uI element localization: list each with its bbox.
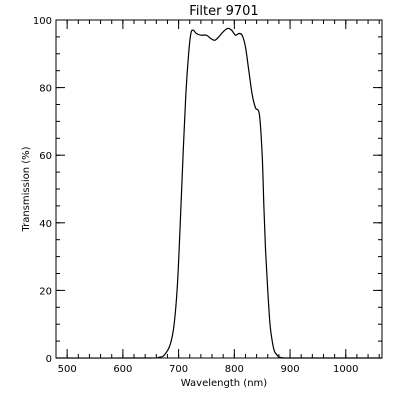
y-axis-label: Transmission (%)	[21, 146, 32, 232]
axis-tick-labels: 500 600 700 800 900 1000 0 20 40 60 80 100	[33, 16, 359, 375]
y-tick-label: 80	[39, 84, 52, 95]
transmission-curve	[55, 27, 382, 359]
x-tick-label: 800	[225, 364, 244, 375]
y-tick-label: 60	[39, 151, 52, 162]
axis-ticks	[56, 19, 382, 359]
x-tick-label: 700	[169, 364, 188, 375]
y-tick-label: 100	[33, 16, 52, 27]
x-tick-label: 1000	[333, 364, 358, 375]
y-tick-label: 40	[39, 219, 52, 230]
x-tick-label: 600	[113, 364, 132, 375]
x-tick-label: 500	[58, 364, 77, 375]
plot-frame	[55, 19, 383, 359]
x-tick-label: 900	[281, 364, 300, 375]
x-axis-label: Wavelength (nm)	[181, 378, 267, 389]
chart-title: Filter 9701	[189, 4, 258, 19]
y-tick-label: 0	[46, 354, 52, 365]
y-tick-label: 20	[39, 286, 52, 297]
